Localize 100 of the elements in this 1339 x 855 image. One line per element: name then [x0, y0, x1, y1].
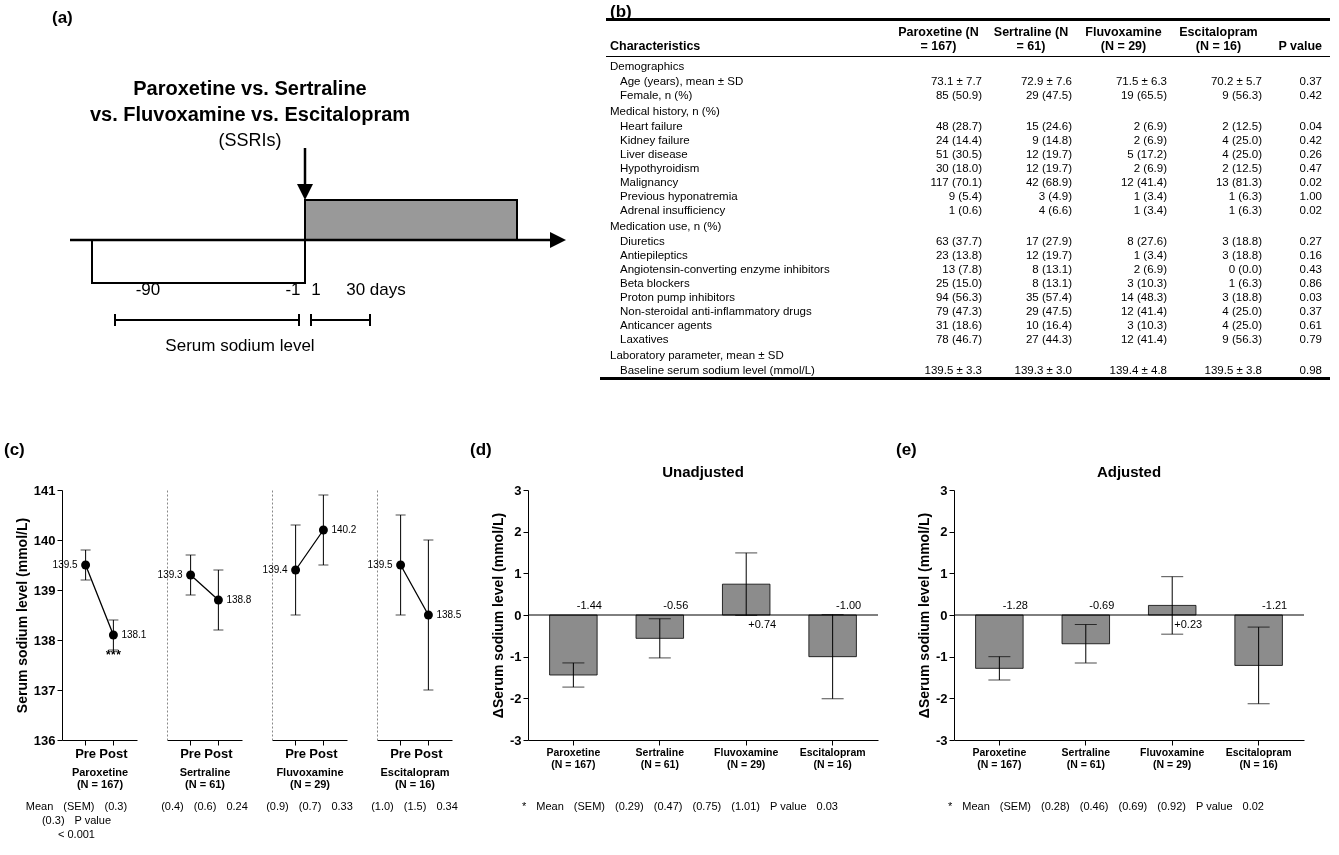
- text: 9 (14.8): [1031, 133, 1073, 147]
- x-tick-label: Post: [414, 745, 444, 761]
- text: (0.3): [41, 814, 65, 826]
- text: 0.42: [1298, 88, 1323, 102]
- y-tick-label: 137: [33, 682, 56, 698]
- category-label: Malignancy: [620, 176, 679, 188]
- text: 9 (56.3): [1221, 88, 1263, 102]
- category-label: Laxatives: [620, 333, 669, 345]
- text: 3 (18.8): [1221, 248, 1263, 262]
- text: 3 (18.8): [1221, 234, 1263, 248]
- text: 0.27: [1298, 234, 1323, 248]
- text: 2 (6.9): [1132, 262, 1168, 276]
- category-label: Anticancer agents: [620, 319, 713, 331]
- text: 31 (18.6): [934, 318, 983, 332]
- category-label: Sertraline (N = 61): [992, 25, 1070, 53]
- text: 0.98: [1298, 363, 1323, 377]
- data-label: -1.21: [1262, 599, 1288, 611]
- text: Medication use, n (%): [609, 219, 723, 234]
- data-label: 139.3: [157, 569, 184, 580]
- text: P value: [1196, 800, 1233, 812]
- x-tick-label: Fluvoxamine (N = 29): [714, 745, 779, 770]
- text: 4 (6.6): [1037, 203, 1073, 217]
- text: 1 (6.3): [1227, 189, 1263, 203]
- text: 8 (13.1): [1031, 262, 1073, 276]
- text: 12 (41.4): [1119, 175, 1168, 189]
- text: 0.33: [331, 800, 353, 812]
- text: 25 (15.0): [934, 276, 983, 290]
- text: Paroxetine vs. Sertraline: [133, 76, 367, 100]
- x-tick-label: Fluvoxamine (N = 29): [1140, 745, 1205, 770]
- text: 42 (68.9): [1024, 175, 1073, 189]
- category-label: Age (years), mean ± SD: [620, 75, 744, 87]
- data-label: -1.28: [1002, 599, 1028, 611]
- y-tick-label: -2: [509, 690, 522, 706]
- text: Mean: [962, 800, 990, 812]
- text: 0.86: [1298, 276, 1323, 290]
- text: (0.28): [1041, 800, 1070, 812]
- data-label: -1.00: [836, 599, 862, 611]
- text: 70.2 ± 5.7: [1209, 74, 1263, 88]
- category-label: Proton pump inhibitors: [620, 291, 736, 303]
- x-axis-title: Fluvoxamine (N = 29): [276, 765, 344, 790]
- text: 0.04: [1298, 119, 1323, 133]
- text: vs. Fluvoxamine vs. Escitalopram: [89, 102, 411, 126]
- data-label: 139.5: [367, 559, 394, 570]
- text: 51 (30.5): [934, 147, 983, 161]
- y-axis-title: ΔSerum sodium level (mmol/L): [489, 512, 506, 719]
- text: 2 (6.9): [1132, 161, 1168, 175]
- x-tick-label: Sertraline (N = 61): [1061, 745, 1111, 770]
- text: 3 (10.3): [1126, 318, 1168, 332]
- text: P value: [770, 800, 807, 812]
- text: 1 (6.3): [1227, 276, 1263, 290]
- text: 0.42: [1298, 133, 1323, 147]
- text: 117 (70.1): [929, 175, 983, 189]
- y-tick-label: 3: [514, 482, 522, 498]
- text: 12 (41.4): [1119, 304, 1168, 318]
- text: 12 (19.7): [1024, 147, 1073, 161]
- text: 0.34: [436, 800, 458, 812]
- y-tick-label: -1: [935, 649, 948, 665]
- category-label: Diuretics: [620, 235, 665, 247]
- data-label: +0.74: [748, 618, 777, 630]
- y-tick-label: 2: [940, 524, 948, 540]
- x-tick-label: Escitalopram (N = 16): [1225, 745, 1292, 770]
- text: (1.0): [371, 800, 394, 812]
- text: 9 (5.4): [947, 189, 983, 203]
- x-tick-label: Sertraline (N = 61): [635, 745, 685, 770]
- text: 5 (17.2): [1126, 147, 1168, 161]
- text: (SSRIs): [218, 129, 282, 151]
- text: Mean: [25, 800, 54, 812]
- text: 10 (16.4): [1024, 318, 1073, 332]
- chart-title: (e): [896, 440, 917, 460]
- text: 30 days: [346, 280, 406, 300]
- text: 0.02: [1242, 800, 1264, 812]
- text: 73.1 ± 7.7: [929, 74, 983, 88]
- category-label: Hypothyroidism: [620, 162, 700, 174]
- y-tick-label: 1: [940, 565, 948, 581]
- data-label: +0.23: [1174, 618, 1203, 630]
- text: 1 (0.6): [947, 203, 983, 217]
- text: < 0.001: [57, 828, 95, 840]
- text: 48 (28.7): [934, 119, 983, 133]
- y-tick-label: 140: [33, 532, 56, 548]
- y-tick-label: 0: [940, 607, 948, 623]
- text: 4 (25.0): [1221, 318, 1263, 332]
- data-label: 138.8: [226, 594, 252, 605]
- text: *: [948, 800, 953, 812]
- text: (0.29): [615, 800, 644, 812]
- text: (0.6): [193, 800, 217, 812]
- text: 12 (19.7): [1024, 248, 1073, 262]
- data-label: 138.5: [436, 609, 462, 620]
- text: (0.4): [161, 800, 184, 812]
- text: 78 (46.7): [934, 332, 983, 346]
- text: 0.79: [1298, 332, 1323, 346]
- y-axis-title: ΔSerum sodium level (mmol/L): [915, 512, 932, 719]
- text: 35 (57.4): [1024, 290, 1073, 304]
- text: 0.03: [1298, 290, 1323, 304]
- x-tick-label: Pre: [75, 745, 97, 761]
- data-label: 138.1: [121, 629, 147, 640]
- category-label: Paroxetine (N = 167): [897, 25, 980, 53]
- text: 0 (0.0): [1227, 262, 1263, 276]
- data-label: -0.69: [1089, 599, 1115, 611]
- text: 0.47: [1298, 161, 1323, 175]
- x-axis-title: Sertraline (N = 61): [179, 765, 231, 790]
